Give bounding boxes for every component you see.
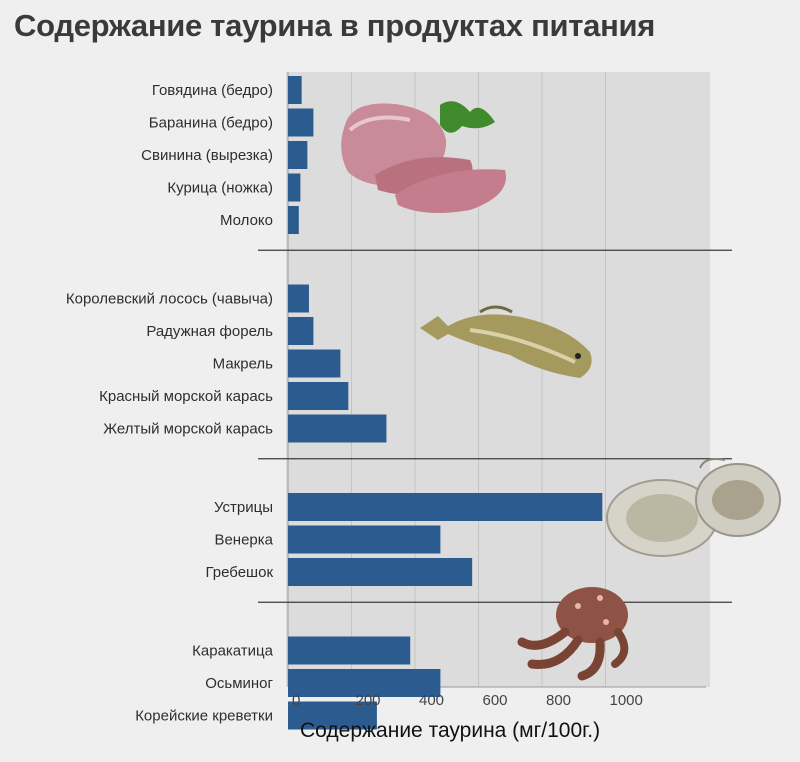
bar (288, 669, 441, 697)
x-tick-labels: 0 200 400 600 800 1000 (292, 692, 643, 709)
bar (288, 284, 309, 313)
x-tick-label: 800 (546, 692, 571, 709)
category-label: Гребешок (206, 564, 274, 581)
category-label: Каракатица (192, 643, 274, 660)
bar (288, 525, 441, 554)
category-label: Устрицы (214, 499, 273, 516)
x-tick-label: 1000 (610, 692, 643, 709)
bar (288, 493, 603, 521)
bar (288, 558, 473, 586)
x-tick-label: 400 (419, 692, 444, 709)
category-label: Венерка (214, 532, 273, 549)
oyster-icon (606, 458, 781, 557)
x-tick-label: 200 (356, 692, 381, 709)
chart-title: Содержание таурина в продуктах питания (14, 8, 656, 43)
octopus-icon (517, 587, 629, 681)
category-label: Молоко (220, 212, 273, 229)
category-label: Баранина (бедро) (149, 115, 273, 132)
group-separators (258, 249, 732, 603)
bar (288, 382, 349, 410)
bar (288, 206, 299, 234)
category-label: Курица (ножка) (167, 180, 273, 197)
bar (288, 414, 387, 443)
x-tick-label: 600 (483, 692, 508, 709)
x-tick-label: 0 (292, 692, 300, 709)
category-label: Королевский лосось (чавыча) (66, 291, 273, 308)
bar (288, 141, 308, 169)
category-label: Говядина (бедро) (152, 82, 273, 99)
category-label: Свинина (вырезка) (141, 147, 273, 164)
bar (288, 349, 341, 378)
fish-icon (420, 305, 592, 378)
bar (288, 701, 377, 730)
bar (288, 76, 302, 104)
bars (288, 76, 603, 730)
category-label: Красный морской карась (99, 388, 273, 405)
bar (288, 636, 411, 665)
x-axis-label: Содержание таурина (мг/100г.) (300, 719, 601, 742)
bar (288, 108, 314, 137)
category-label: Радужная форель (146, 323, 273, 340)
category-label: Корейские креветки (135, 708, 273, 725)
category-label: Макрель (213, 356, 274, 373)
meat-icon (341, 101, 506, 214)
category-labels: Говядина (бедро) Баранина (бедро) Свинина … (66, 82, 274, 725)
category-label: Осьминог (205, 675, 273, 692)
bar (288, 173, 301, 202)
category-label: Желтый морской карась (103, 421, 273, 438)
bar (288, 317, 314, 345)
